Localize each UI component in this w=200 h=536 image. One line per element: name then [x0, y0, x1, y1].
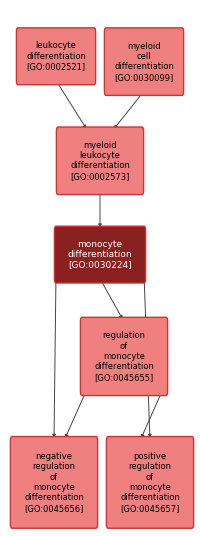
Text: myeloid
leukocyte
differentiation
[GO:0002573]: myeloid leukocyte differentiation [GO:00…: [70, 140, 130, 181]
Text: positive
regulation
of
monocyte
differentiation
[GO:0045657]: positive regulation of monocyte differen…: [120, 452, 180, 513]
FancyBboxPatch shape: [54, 226, 146, 283]
Text: monocyte
differentiation
[GO:0030224]: monocyte differentiation [GO:0030224]: [68, 240, 132, 270]
FancyBboxPatch shape: [80, 317, 168, 396]
FancyBboxPatch shape: [56, 127, 144, 195]
FancyBboxPatch shape: [104, 28, 184, 95]
Text: myeloid
cell
differentiation
[GO:0030099]: myeloid cell differentiation [GO:0030099…: [114, 41, 174, 82]
FancyBboxPatch shape: [16, 28, 96, 85]
FancyBboxPatch shape: [106, 436, 194, 528]
Text: regulation
of
monocyte
differentiation
[GO:0045655]: regulation of monocyte differentiation […: [94, 331, 154, 382]
Text: leukocyte
differentiation
[GO:0002521]: leukocyte differentiation [GO:0002521]: [26, 41, 86, 71]
Text: negative
regulation
of
monocyte
differentiation
[GO:0045656]: negative regulation of monocyte differen…: [24, 452, 84, 513]
FancyBboxPatch shape: [10, 436, 98, 528]
